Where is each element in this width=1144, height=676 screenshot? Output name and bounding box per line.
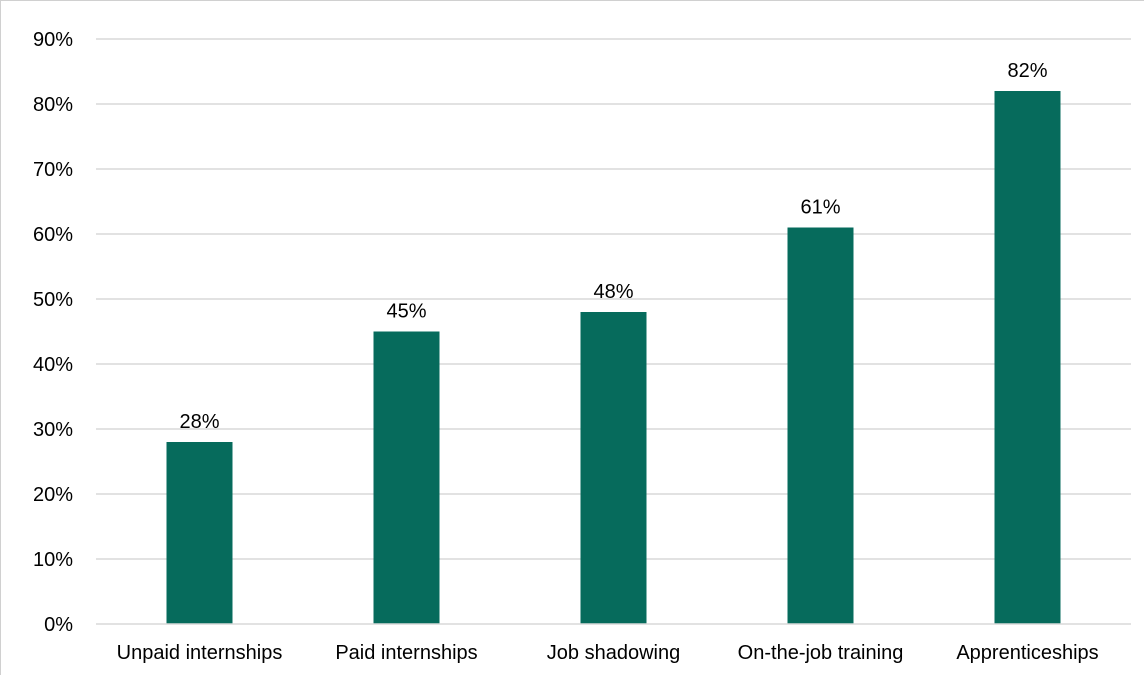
y-axis-tick-labels: 0% 10% 20% 30% 40% 50% 60% 70% 80% 90%: [33, 29, 73, 636]
y-tick-label: 90%: [33, 29, 73, 51]
y-tick-label: 50%: [33, 289, 73, 311]
data-label: 61%: [800, 197, 840, 219]
y-tick-label: 20%: [33, 484, 73, 506]
data-label: 48%: [593, 281, 633, 303]
bar: [787, 227, 854, 624]
y-tick-label: 60%: [33, 224, 73, 246]
bar: [994, 91, 1061, 624]
bar: [580, 312, 647, 624]
y-tick-label: 0%: [44, 614, 73, 636]
x-category-label: On-the-job training: [738, 642, 904, 664]
y-tick-label: 40%: [33, 354, 73, 376]
data-label: 28%: [179, 411, 219, 433]
y-tick-label: 80%: [33, 94, 73, 116]
x-category-label: Unpaid internships: [117, 642, 283, 664]
y-tick-label: 70%: [33, 159, 73, 181]
gridlines: [96, 38, 1131, 560]
y-tick-label: 30%: [33, 419, 73, 441]
x-category-label: Apprenticeships: [956, 642, 1098, 664]
data-label: 45%: [386, 301, 426, 323]
data-labels: 28% 45% 48% 61% 82%: [179, 60, 1047, 433]
x-category-label: Paid internships: [335, 642, 477, 664]
x-axis-category-labels: Unpaid internships Paid internships Job sh…: [117, 642, 1099, 664]
y-tick-label: 10%: [33, 549, 73, 571]
bar: [166, 442, 233, 624]
bars: [166, 91, 1061, 624]
x-category-label: Job shadowing: [547, 642, 680, 664]
bar: [373, 331, 440, 624]
data-label: 82%: [1007, 60, 1047, 82]
